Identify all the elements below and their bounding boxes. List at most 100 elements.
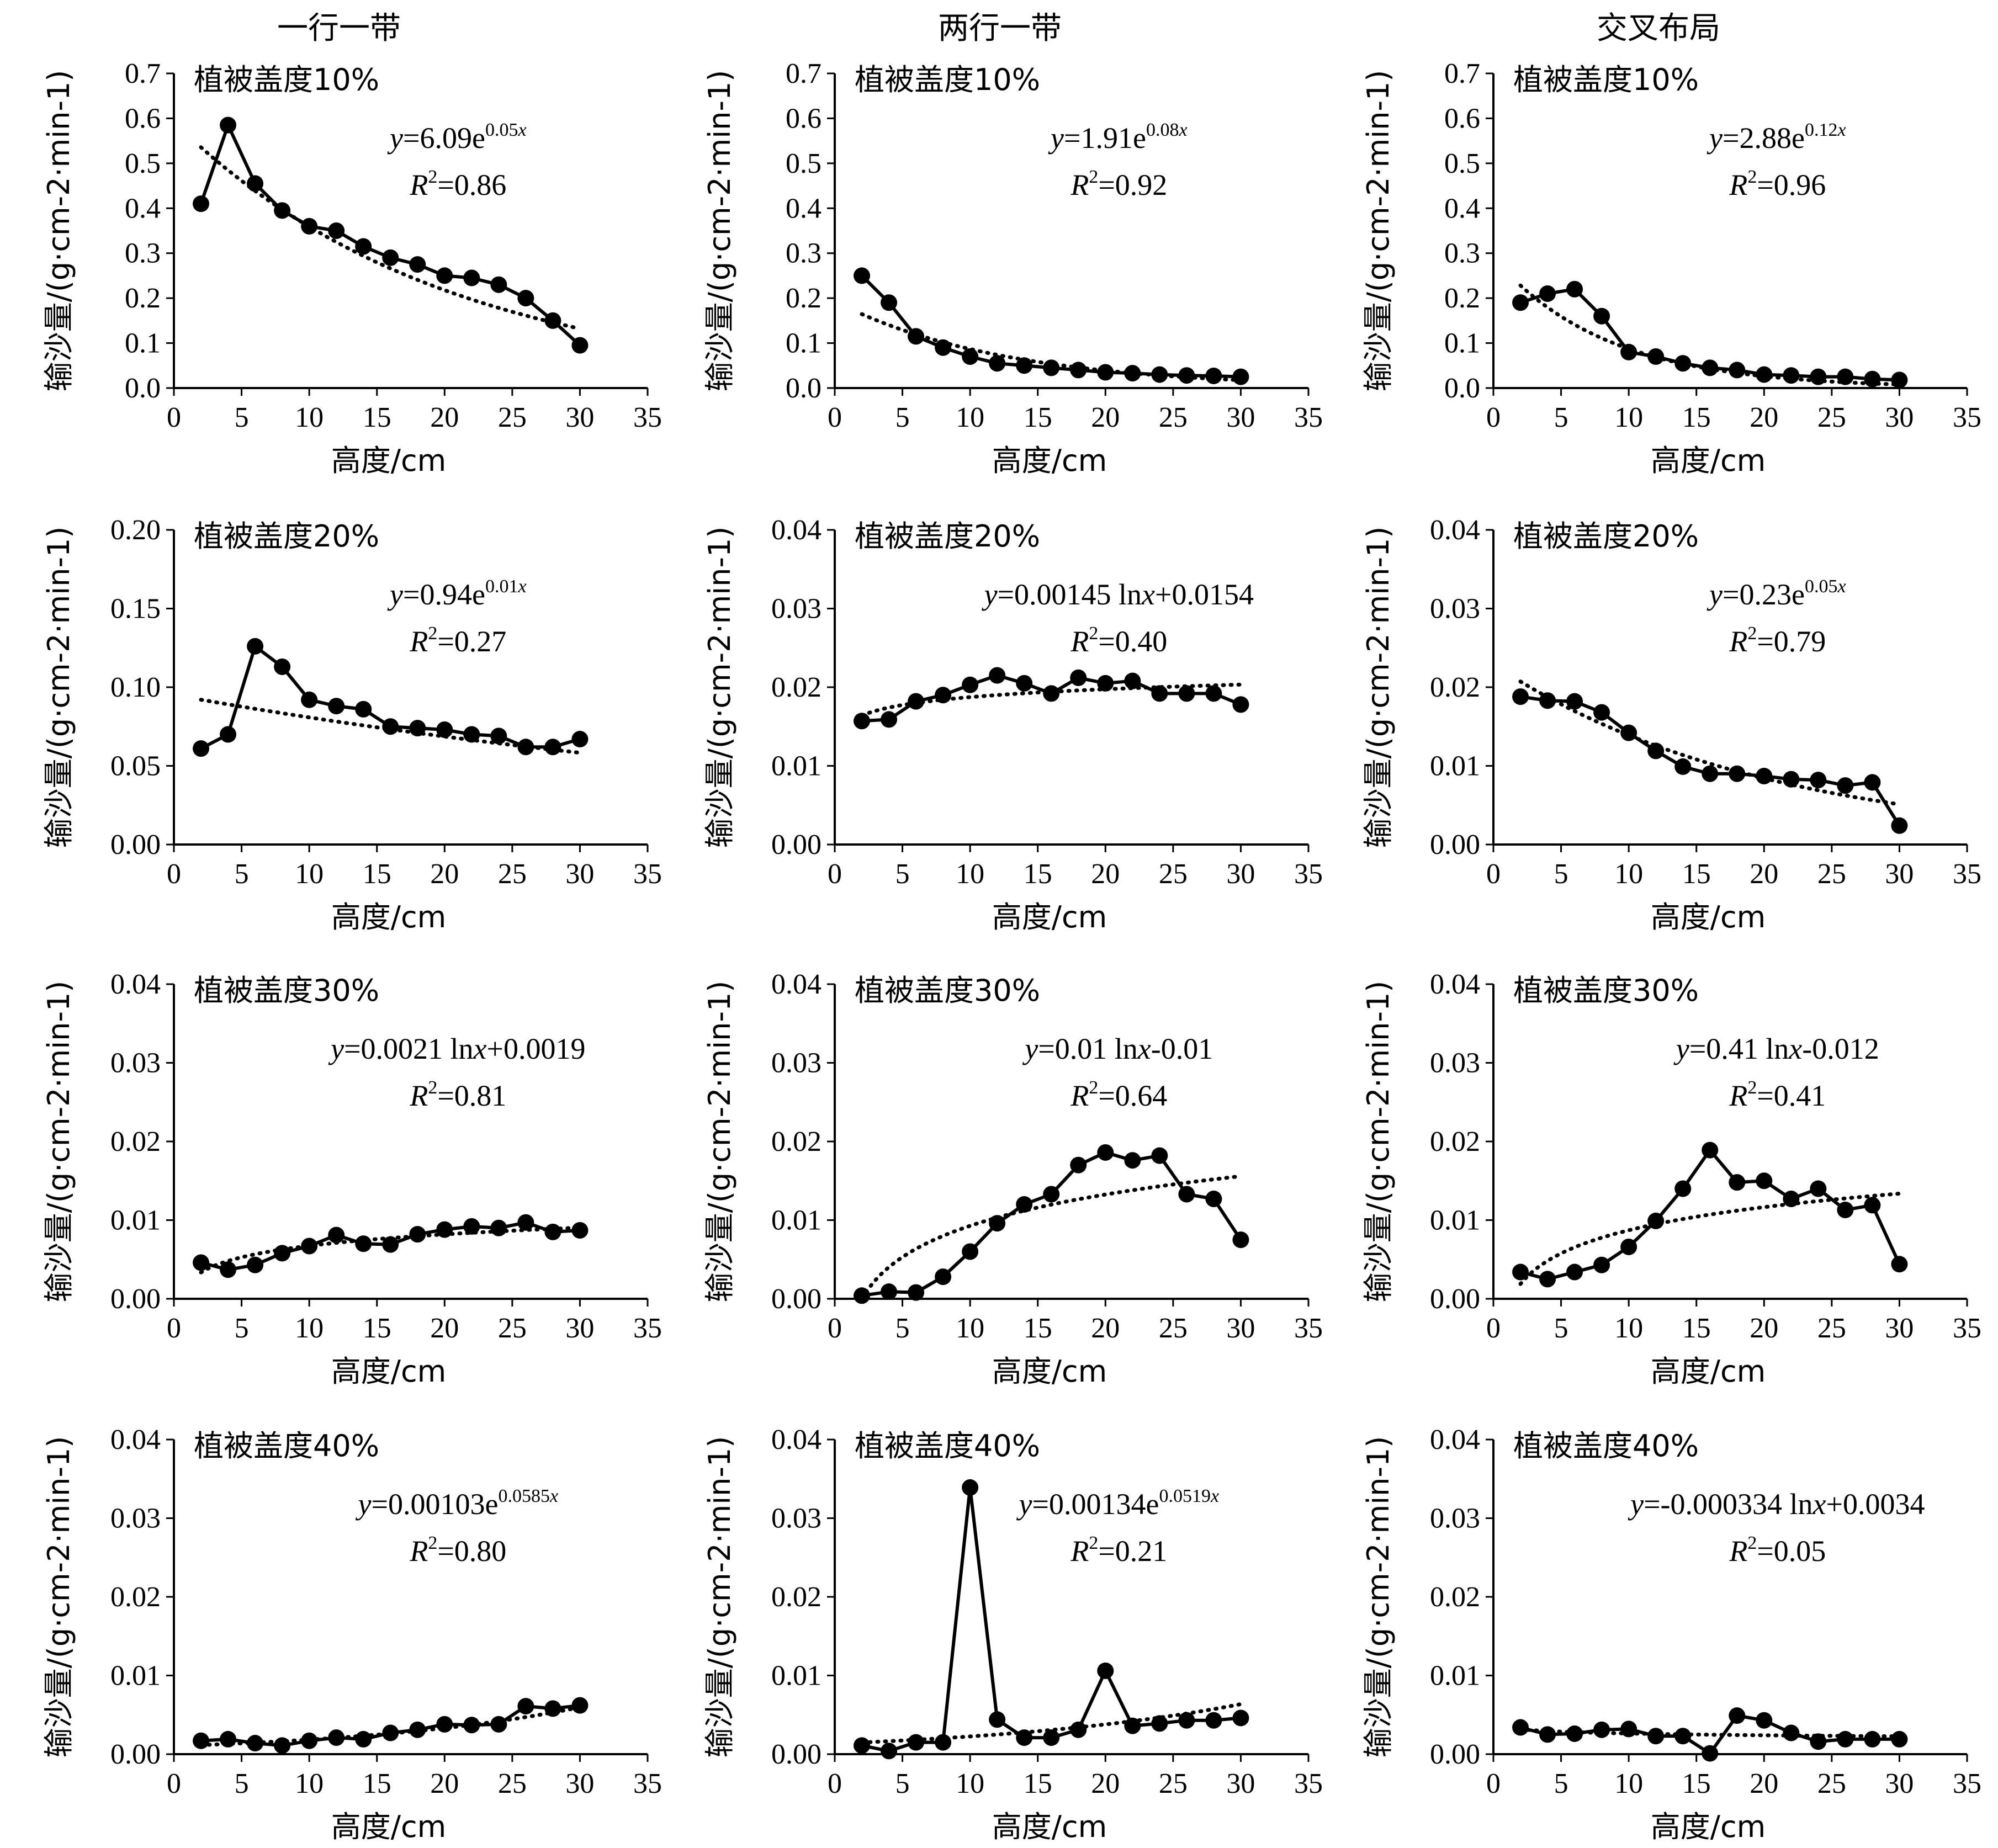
r-squared: R2=0.79 — [1729, 623, 1826, 658]
x-axis-label: 高度/cm — [992, 1809, 1107, 1844]
eq-suffix: +0.0019 — [487, 1032, 586, 1065]
y-tick-label: 0.02 — [1430, 1126, 1480, 1157]
data-point — [962, 1243, 979, 1260]
x-tick-label: 35 — [1294, 1313, 1323, 1344]
data-point — [274, 658, 291, 675]
eq-y-var: y — [982, 578, 998, 611]
y-axis-label: 输沙量/(g·cm-2·min-1) — [41, 1436, 76, 1758]
data-point — [1864, 1730, 1881, 1748]
x-tick-label: 0 — [828, 1313, 842, 1344]
eq-exp-var: x — [1837, 576, 1846, 597]
data-point — [1016, 675, 1033, 692]
trend-line — [199, 1705, 582, 1747]
y-tick-label: 0.01 — [1430, 1660, 1480, 1692]
x-tick-label: 25 — [1159, 1313, 1188, 1344]
data-point — [1043, 359, 1060, 376]
x-tick-label: 15 — [1682, 402, 1711, 433]
r-squared: R2=0.81 — [409, 1077, 506, 1112]
data-point — [247, 1256, 264, 1273]
x-axis-label: 高度/cm — [1651, 1809, 1766, 1844]
data-point — [935, 687, 952, 704]
trend-equation: y=0.00134e0.0519x — [1016, 1486, 1219, 1521]
x-tick-label: 35 — [1294, 858, 1323, 890]
y-tick-label: 0.2 — [125, 283, 161, 314]
data-point — [1070, 669, 1087, 686]
data-point — [989, 1711, 1006, 1728]
data-point — [1593, 307, 1610, 325]
chart-panel: 0 5 10 15 20 25 30 35 0.00 0.01 0.02 0.03 0.04 高度/cm 输… — [1361, 969, 1981, 1389]
x-tick-label: 10 — [956, 402, 984, 433]
data-point — [328, 222, 345, 239]
data-point — [463, 1218, 480, 1235]
r2-value: =0.81 — [437, 1079, 506, 1112]
x-tick-label: 5 — [235, 402, 249, 433]
y-tick-label: 0.5 — [1444, 148, 1480, 179]
x-tick-label: 35 — [633, 402, 662, 433]
r2-value: =0.79 — [1757, 625, 1826, 658]
data-point — [854, 713, 871, 730]
r2-sup: 2 — [428, 623, 437, 644]
x-tick-label: 25 — [1159, 858, 1188, 890]
data-point — [908, 328, 925, 345]
data-point — [1566, 280, 1583, 298]
r2-var: R — [1070, 168, 1089, 201]
data-point — [1674, 355, 1692, 372]
x-tick-label: 10 — [295, 1313, 324, 1344]
data-point — [1837, 1201, 1854, 1218]
x-tick-label: 15 — [363, 1313, 391, 1344]
x-tick-label: 5 — [235, 1313, 249, 1344]
data-point — [382, 1724, 399, 1741]
y-tick-label: 0.0 — [786, 373, 822, 404]
eq-exp-var: x — [517, 120, 526, 140]
x-tick-label: 35 — [1294, 402, 1323, 433]
data-point — [1729, 1707, 1746, 1724]
data-point — [463, 726, 480, 743]
x-tick-label: 20 — [1091, 858, 1120, 890]
data-point — [382, 718, 399, 735]
eq-exponent: 0.08 — [1146, 120, 1179, 140]
data-point — [220, 1261, 237, 1278]
panel-label: 植被盖度30% — [855, 973, 1040, 1008]
y-tick-label: 0.0 — [1444, 373, 1480, 404]
data-point — [301, 691, 318, 708]
eq-suffix: -0.01 — [1151, 1032, 1213, 1065]
x-tick-label: 5 — [895, 402, 910, 433]
trend-line — [860, 1174, 1243, 1300]
x-tick-label: 0 — [1486, 402, 1501, 433]
data-point — [1566, 693, 1583, 710]
data-point — [1151, 366, 1168, 383]
data-point — [274, 1245, 291, 1262]
data-point — [1512, 1719, 1529, 1736]
y-tick-label: 0.3 — [786, 238, 822, 269]
r2-sup: 2 — [1747, 167, 1757, 187]
data-point — [1620, 724, 1637, 741]
data-point — [1783, 1191, 1800, 1208]
x-tick-label: 15 — [1682, 1768, 1711, 1799]
data-point — [1539, 1271, 1556, 1288]
data-point — [301, 1732, 318, 1749]
x-tick-label: 5 — [895, 1313, 910, 1344]
chart-panel: 0 5 10 15 20 25 30 35 0.00 0.01 0.02 0.03 0.04 高度/cm 输… — [702, 969, 1323, 1389]
data-point — [1891, 1256, 1908, 1273]
trend-equation: y=-0.000334 lnx+0.0034 — [1628, 1488, 1925, 1521]
r2-value: =0.96 — [1757, 168, 1826, 201]
data-point — [1620, 1238, 1637, 1255]
r2-sup: 2 — [1747, 1533, 1757, 1553]
r-squared: R2=0.27 — [409, 623, 506, 658]
r2-var: R — [1729, 1534, 1747, 1568]
x-tick-label: 20 — [1750, 858, 1778, 890]
y-tick-label: 0.6 — [1444, 103, 1480, 134]
x-tick-label: 25 — [1159, 402, 1188, 433]
eq-y-var: y — [387, 121, 403, 155]
data-point — [962, 348, 979, 365]
x-tick-label: 5 — [235, 858, 249, 890]
y-tick-label: 0.7 — [786, 58, 822, 89]
data-point — [301, 217, 318, 235]
x-axis-label: 高度/cm — [331, 443, 447, 478]
series-line — [199, 123, 581, 347]
x-tick-label: 30 — [565, 1313, 594, 1344]
x-tick-label: 15 — [363, 402, 391, 433]
y-tick-label: 0.02 — [771, 1126, 822, 1157]
data-point — [1070, 1721, 1087, 1738]
data-point — [1097, 364, 1114, 381]
